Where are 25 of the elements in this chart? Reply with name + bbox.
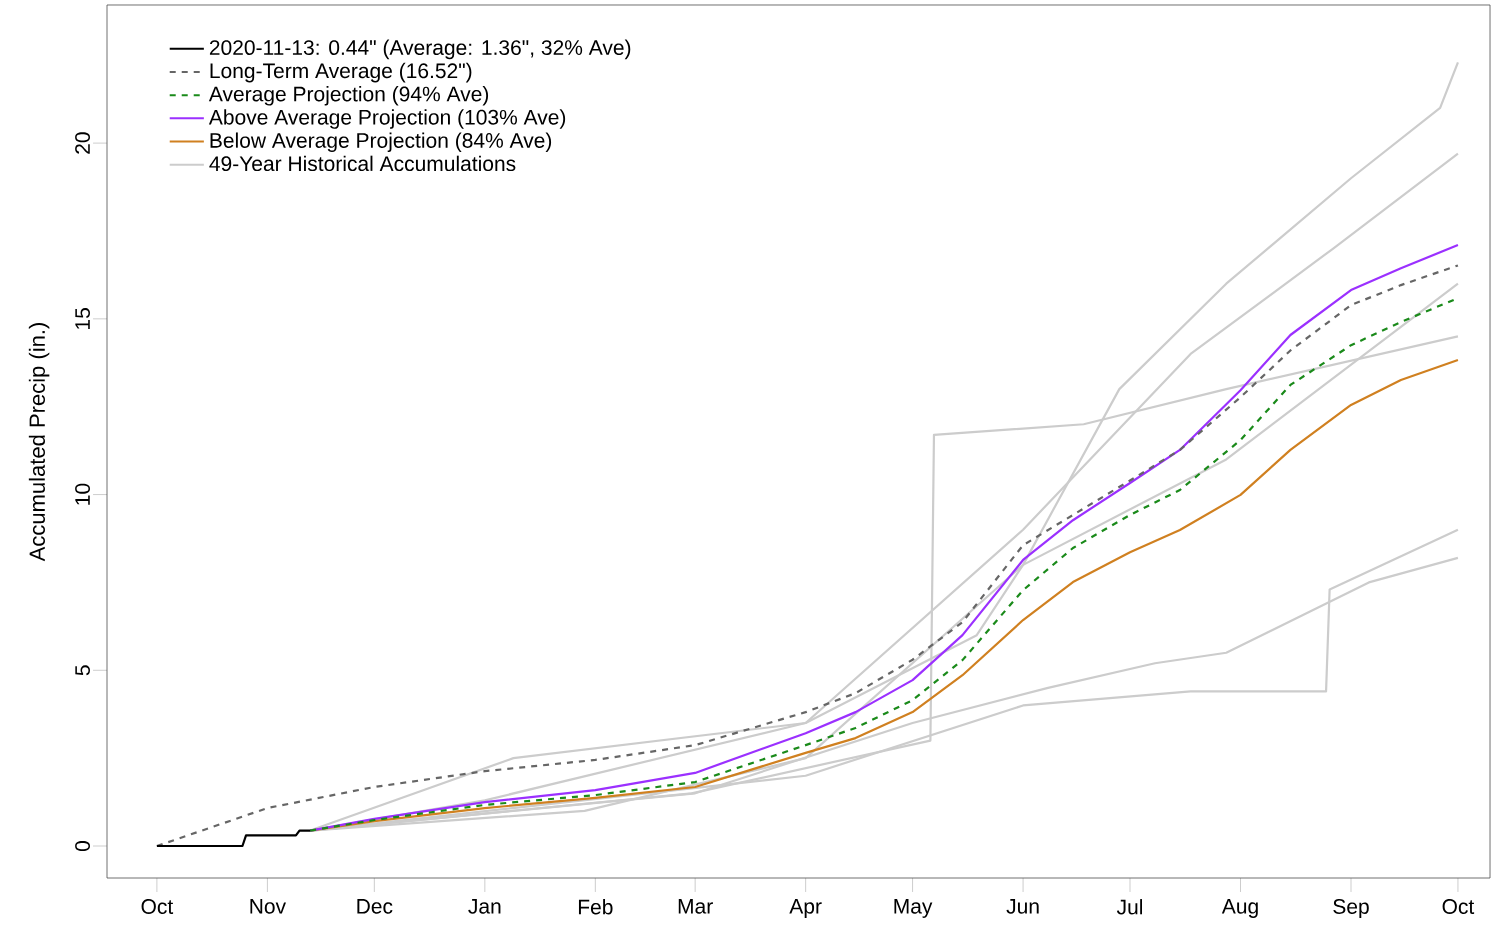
x-tick-label: Apr xyxy=(789,899,822,918)
x-tick-label: Jul xyxy=(1116,899,1143,915)
x-tick-label: Jan xyxy=(468,899,501,914)
x-tick-label: Sep xyxy=(1333,899,1369,919)
x-tick-label: Feb xyxy=(578,899,613,915)
x-tick-label: Mar xyxy=(678,899,713,914)
legend-label: Below Average Projection (84% Ave) xyxy=(210,132,552,153)
x-tick-label: Dec xyxy=(357,899,393,914)
x-tick-label: Aug xyxy=(1221,899,1258,918)
legend-label: Above Average Projection (103% Ave) xyxy=(208,109,566,129)
x-tick-label: Oct xyxy=(141,899,174,914)
y-tick-label: 0 xyxy=(75,841,90,852)
x-tick-label: Nov xyxy=(250,899,286,914)
x-tick-label: Oct xyxy=(1442,899,1475,914)
legend-label: 2020-11-13: 0.44" (Average: 1.36", 32% Ave) xyxy=(209,39,631,60)
x-tick-label: May xyxy=(894,899,933,918)
y-tick-label: 20 xyxy=(75,132,90,154)
y-tick-label: 5 xyxy=(75,665,90,676)
y-axis-title: Accumulated Precip (in.) xyxy=(28,323,50,562)
x-tick-label: Jun xyxy=(1006,899,1039,914)
legend-label: 49-Year Historical Accumulations xyxy=(209,155,516,172)
legend-label: Average Projection (94% Ave) xyxy=(208,86,489,106)
y-tick-label: 15 xyxy=(75,308,90,329)
y-tick-label: 10 xyxy=(75,483,90,505)
legend-label: Long-Term Average (16.52") xyxy=(210,62,472,83)
